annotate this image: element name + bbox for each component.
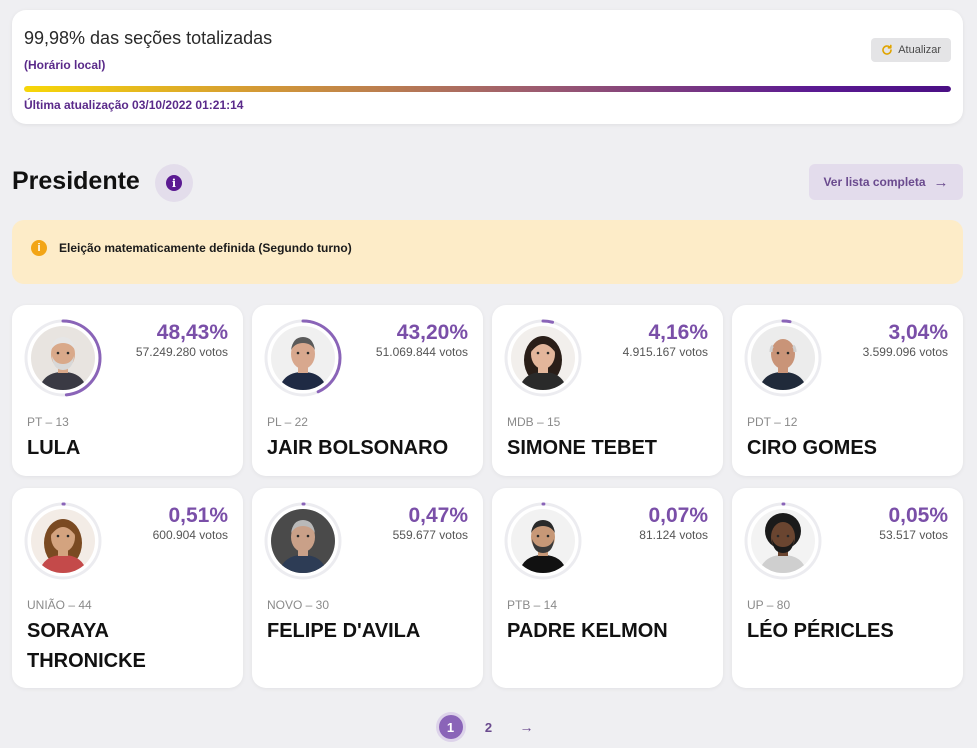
candidate-photo [751, 326, 815, 390]
full-list-label: Ver lista completa [823, 175, 926, 189]
totalization-progress-fill [24, 86, 951, 92]
candidate-photo [511, 326, 575, 390]
candidate-card[interactable]: 0,51% 600.904 votos UNIÃO – 44 SORAYA THRON… [12, 488, 243, 688]
totalization-status-card: 99,98% das seções totalizadas (Horário l… [12, 10, 963, 124]
candidate-votes: 57.249.280 votos [135, 345, 228, 359]
page-2-button[interactable]: 2 [484, 719, 493, 735]
candidate-name: CIRO GOMES [747, 437, 878, 459]
vote-share-ring [264, 502, 342, 580]
candidate-party: PTB – 14 [507, 598, 558, 612]
candidate-photo [31, 509, 95, 573]
candidate-percent: 0,07% [648, 504, 708, 527]
section-info-button[interactable]: i [155, 164, 193, 202]
election-alert: i Eleição matematicamente definida (Segu… [12, 220, 963, 284]
candidate-avatar [24, 319, 102, 397]
candidate-avatar [744, 502, 822, 580]
candidate-photo [511, 509, 575, 573]
refresh-button[interactable]: Atualizar [871, 38, 951, 62]
candidate-name: LÉO PÉRICLES [747, 620, 894, 642]
candidate-party: UNIÃO – 44 [27, 598, 92, 612]
local-time-note: (Horário local) [24, 58, 106, 72]
candidate-card[interactable]: 0,47% 559.677 votos NOVO – 30 FELIPE D'AVIL… [252, 488, 483, 688]
candidate-photo [271, 326, 335, 390]
alert-text: Eleição matematicamente definida (Segund… [59, 241, 352, 255]
candidate-card[interactable]: 43,20% 51.069.844 votos PL – 22 JAIR BOLSON… [252, 305, 483, 476]
candidate-party: PL – 22 [267, 415, 308, 429]
candidate-card[interactable]: 4,16% 4.915.167 votos MDB – 15 SIMONE TEBET [492, 305, 723, 476]
vote-share-ring [504, 502, 582, 580]
candidate-name: LULA [27, 437, 81, 459]
vote-share-ring [264, 319, 342, 397]
candidate-card[interactable]: 0,05% 53.517 votos UP – 80 LÉO PÉRICLES [732, 488, 963, 688]
candidate-votes: 600.904 votos [152, 528, 228, 542]
totalization-title: 99,98% das seções totalizadas [24, 28, 273, 48]
vote-share-ring [744, 502, 822, 580]
candidate-party: UP – 80 [747, 598, 791, 612]
candidate-avatar [264, 319, 342, 397]
candidate-votes: 4.915.167 votos [622, 345, 708, 359]
candidate-votes: 53.517 votos [879, 528, 948, 542]
candidate-votes: 51.069.844 votos [375, 345, 468, 359]
candidate-card[interactable]: 3,04% 3.599.096 votos PDT – 12 CIRO GOMES [732, 305, 963, 476]
candidate-name: SORAYA THRONICKE [27, 620, 146, 672]
candidate-name: JAIR BOLSONARO [267, 437, 449, 459]
candidate-photo [271, 509, 335, 573]
totalization-progress-bar [24, 86, 951, 92]
refresh-icon [882, 44, 893, 55]
candidate-card[interactable]: 48,43% 57.249.280 votos PT – 13 LULA [12, 305, 243, 476]
candidate-name: PADRE KELMON [507, 620, 668, 642]
candidate-percent: 0,47% [408, 504, 468, 527]
candidate-avatar [504, 319, 582, 397]
candidate-party: NOVO – 30 [267, 598, 330, 612]
candidate-percent: 0,05% [888, 504, 948, 527]
candidate-percent: 48,43% [156, 321, 228, 344]
vote-share-ring [744, 319, 822, 397]
candidate-percent: 4,16% [648, 321, 708, 344]
candidate-avatar [24, 502, 102, 580]
candidate-votes: 559.677 votos [392, 528, 468, 542]
candidate-card[interactable]: 0,07% 81.124 votos PTB – 14 PADRE KELMON [492, 488, 723, 688]
candidate-party: MDB – 15 [507, 415, 561, 429]
arrow-right-icon: → [933, 173, 949, 191]
alert-info-icon: i [31, 240, 47, 256]
candidate-party: PT – 13 [27, 415, 69, 429]
page-1-button[interactable]: 1 [438, 715, 463, 739]
candidate-percent: 0,51% [168, 504, 228, 527]
candidate-votes: 81.124 votos [639, 528, 708, 542]
candidate-avatar [504, 502, 582, 580]
last-update-text: Última atualização 03/10/2022 01:21:14 [24, 98, 244, 112]
candidate-votes: 3.599.096 votos [862, 345, 948, 359]
candidate-percent: 43,20% [396, 321, 468, 344]
candidate-party: PDT – 12 [747, 415, 798, 429]
candidate-photo [31, 326, 95, 390]
candidate-percent: 3,04% [888, 321, 948, 344]
vote-share-ring [24, 502, 102, 580]
candidate-name: FELIPE D'AVILA [267, 620, 421, 642]
info-icon: i [166, 175, 182, 191]
next-page-arrow-icon[interactable]: → [519, 719, 534, 735]
candidate-avatar [264, 502, 342, 580]
candidate-photo [751, 509, 815, 573]
section-title: Presidente [12, 167, 140, 195]
vote-share-ring [504, 319, 582, 397]
vote-share-ring [24, 319, 102, 397]
refresh-label: Atualizar [898, 44, 941, 56]
candidate-avatar [744, 319, 822, 397]
pagination: 1 2 → [0, 715, 977, 739]
full-list-button[interactable]: Ver lista completa → [809, 164, 963, 200]
candidate-name: SIMONE TEBET [507, 437, 658, 459]
